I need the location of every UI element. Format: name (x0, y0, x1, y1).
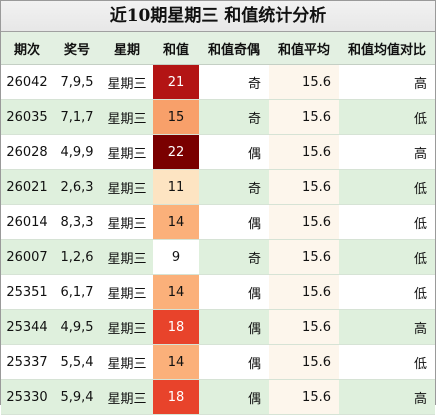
cell-sum: 18 (153, 309, 199, 345)
cell-parity: 奇 (199, 99, 269, 135)
cell-parity: 偶 (199, 134, 269, 170)
cell-period: 25344 (1, 309, 53, 345)
cell-average: 15.6 (269, 309, 339, 345)
cell-numbers: 2,6,3 (53, 169, 101, 205)
table-row: 26021 2,6,3 星期三 11 奇 15.6 低 (1, 169, 435, 205)
table-body: 26042 7,9,5 星期三 21 奇 15.6 高 26035 7,1,7 星期三 15 奇 15.… (1, 64, 435, 415)
sum-stats-table: 期次 奖号 星期 和值 和值奇偶 和值平均 和值均值对比 26042 7,9,5 星… (1, 32, 435, 415)
cell-average: 15.6 (269, 379, 339, 415)
table-row: 25351 6,1,7 星期三 14 偶 15.6 低 (1, 274, 435, 310)
cell-parity: 偶 (199, 379, 269, 415)
header-period: 期次 (1, 32, 53, 65)
cell-compare: 低 (339, 344, 435, 380)
cell-period: 26007 (1, 239, 53, 275)
cell-parity: 偶 (199, 204, 269, 240)
cell-period: 25351 (1, 274, 53, 310)
cell-compare: 低 (339, 204, 435, 240)
cell-numbers: 6,1,7 (53, 274, 101, 310)
table-row: 26035 7,1,7 星期三 15 奇 15.6 低 (1, 99, 435, 135)
header-row: 期次 奖号 星期 和值 和值奇偶 和值平均 和值均值对比 (1, 32, 435, 65)
cell-weekday: 星期三 (101, 99, 153, 135)
cell-weekday: 星期三 (101, 274, 153, 310)
cell-period: 26021 (1, 169, 53, 205)
cell-numbers: 1,2,6 (53, 239, 101, 275)
cell-weekday: 星期三 (101, 239, 153, 275)
cell-parity: 奇 (199, 239, 269, 275)
cell-weekday: 星期三 (101, 204, 153, 240)
cell-sum: 22 (153, 134, 199, 170)
header-average: 和值平均 (269, 32, 339, 65)
cell-numbers: 4,9,9 (53, 134, 101, 170)
cell-compare: 低 (339, 169, 435, 205)
table-row: 26014 8,3,3 星期三 14 偶 15.6 低 (1, 204, 435, 240)
cell-numbers: 8,3,3 (53, 204, 101, 240)
cell-sum: 9 (153, 239, 199, 275)
cell-period: 25337 (1, 344, 53, 380)
header-sum: 和值 (153, 32, 199, 65)
cell-parity: 偶 (199, 274, 269, 310)
header-parity: 和值奇偶 (199, 32, 269, 65)
cell-sum: 14 (153, 274, 199, 310)
cell-sum: 14 (153, 344, 199, 380)
cell-compare: 高 (339, 379, 435, 415)
cell-average: 15.6 (269, 344, 339, 380)
cell-numbers: 5,5,4 (53, 344, 101, 380)
cell-average: 15.6 (269, 134, 339, 170)
cell-sum: 15 (153, 99, 199, 135)
table-row: 25344 4,9,5 星期三 18 偶 15.6 高 (1, 309, 435, 345)
cell-weekday: 星期三 (101, 169, 153, 205)
cell-period: 26035 (1, 99, 53, 135)
cell-weekday: 星期三 (101, 309, 153, 345)
cell-numbers: 7,1,7 (53, 99, 101, 135)
header-compare: 和值均值对比 (339, 32, 435, 65)
cell-average: 15.6 (269, 99, 339, 135)
header-weekday: 星期 (101, 32, 153, 65)
table-row: 25337 5,5,4 星期三 14 偶 15.6 低 (1, 344, 435, 380)
cell-numbers: 5,9,4 (53, 379, 101, 415)
cell-parity: 奇 (199, 169, 269, 205)
cell-sum: 18 (153, 379, 199, 415)
cell-compare: 低 (339, 274, 435, 310)
cell-compare: 高 (339, 309, 435, 345)
cell-average: 15.6 (269, 169, 339, 205)
cell-weekday: 星期三 (101, 64, 153, 100)
cell-weekday: 星期三 (101, 379, 153, 415)
table-row: 26042 7,9,5 星期三 21 奇 15.6 高 (1, 64, 435, 100)
cell-weekday: 星期三 (101, 134, 153, 170)
cell-parity: 奇 (199, 64, 269, 100)
table-row: 26028 4,9,9 星期三 22 偶 15.6 高 (1, 134, 435, 170)
cell-average: 15.6 (269, 64, 339, 100)
cell-compare: 高 (339, 134, 435, 170)
cell-compare: 低 (339, 239, 435, 275)
cell-weekday: 星期三 (101, 344, 153, 380)
cell-sum: 21 (153, 64, 199, 100)
cell-period: 26042 (1, 64, 53, 100)
cell-numbers: 7,9,5 (53, 64, 101, 100)
cell-period: 26014 (1, 204, 53, 240)
table-row: 25330 5,9,4 星期三 18 偶 15.6 高 (1, 379, 435, 415)
header-numbers: 奖号 (53, 32, 101, 65)
cell-average: 15.6 (269, 204, 339, 240)
cell-period: 25330 (1, 379, 53, 415)
cell-numbers: 4,9,5 (53, 309, 101, 345)
cell-parity: 偶 (199, 344, 269, 380)
table-row: 26007 1,2,6 星期三 9 奇 15.6 低 (1, 239, 435, 275)
cell-sum: 14 (153, 204, 199, 240)
cell-compare: 低 (339, 99, 435, 135)
cell-parity: 偶 (199, 309, 269, 345)
cell-average: 15.6 (269, 274, 339, 310)
cell-period: 26028 (1, 134, 53, 170)
cell-compare: 高 (339, 64, 435, 100)
cell-average: 15.6 (269, 239, 339, 275)
cell-sum: 11 (153, 169, 199, 205)
table-title: 近10期星期三 和值统计分析 (1, 1, 435, 32)
